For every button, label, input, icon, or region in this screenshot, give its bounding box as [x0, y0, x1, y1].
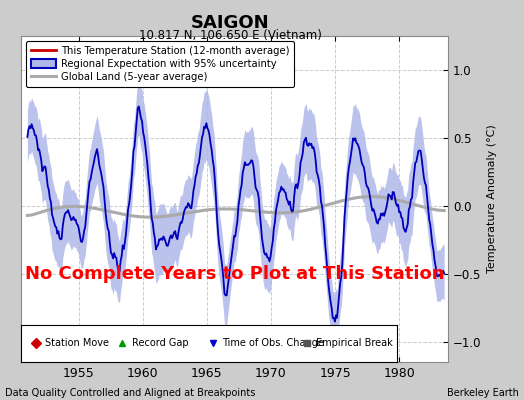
Text: 10.817 N, 106.650 E (Vietnam): 10.817 N, 106.650 E (Vietnam) [139, 29, 322, 42]
Text: SAIGON: SAIGON [191, 14, 270, 32]
Text: Data Quality Controlled and Aligned at Breakpoints: Data Quality Controlled and Aligned at B… [5, 388, 256, 398]
Text: No Complete Years to Plot at This Station: No Complete Years to Plot at This Statio… [25, 265, 444, 283]
Y-axis label: Temperature Anomaly (°C): Temperature Anomaly (°C) [487, 125, 497, 273]
Text: Berkeley Earth: Berkeley Earth [447, 388, 519, 398]
Legend: This Temperature Station (12-month average), Regional Expectation with 95% uncer: This Temperature Station (12-month avera… [26, 41, 294, 87]
